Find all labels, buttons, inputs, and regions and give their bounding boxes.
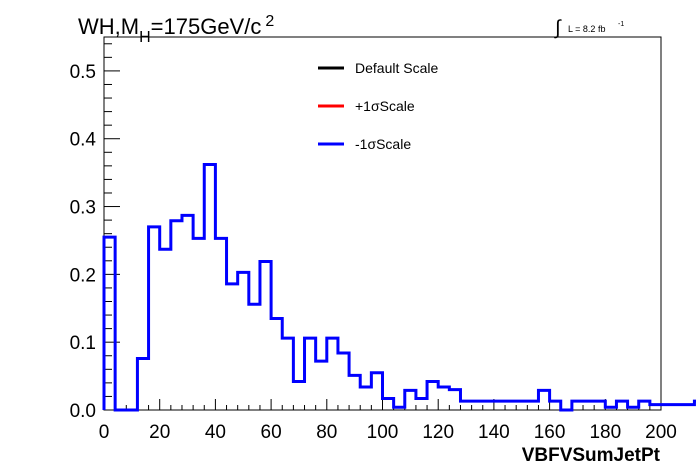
plot-frame: [103, 36, 662, 411]
chart-title: WH,MH=175GeV/c 2: [78, 13, 274, 46]
legend: Default Scale +1σScale -1σScale: [318, 60, 438, 152]
luminosity-text: L = 8.2 fb: [568, 24, 605, 34]
x-tick-label: 20: [149, 422, 170, 443]
title-superscript: 2: [265, 13, 274, 30]
y-tick-label: 0.4: [70, 130, 97, 151]
integral-sign: ∫: [554, 17, 562, 39]
x-tick-label: 80: [316, 422, 337, 443]
legend-label: Default Scale: [355, 60, 438, 76]
title-rest: =175GeV/c: [151, 14, 262, 39]
y-tick-label: 0.1: [70, 333, 96, 354]
luminosity-superscript: -1: [618, 21, 624, 28]
x-tick-label: 200: [645, 422, 677, 443]
histogram-series-line: [102, 162, 696, 412]
title-main: WH,M: [78, 14, 139, 39]
x-tick-label: 120: [422, 422, 454, 443]
y-tick-label: 0.3: [70, 198, 96, 219]
luminosity-label: ∫ L = 8.2 fb -1: [554, 17, 624, 39]
x-tick-label: 140: [478, 422, 510, 443]
x-tick-label: 0: [99, 422, 110, 443]
y-tick-label: 0.2: [70, 265, 96, 286]
series-group: [102, 162, 696, 412]
x-tick-label: 160: [534, 422, 566, 443]
legend-label: -1σScale: [355, 136, 411, 152]
x-tick-label: 180: [589, 422, 621, 443]
y-tick-label: 0.5: [70, 62, 96, 83]
axes: 0 20 40 60 80 100 120 140 160 180 200 0.0 0.1 0.2 0.3 0…: [70, 43, 677, 443]
x-tick-label: 40: [205, 422, 226, 443]
x-axis-label: VBFVSumJetPt: [522, 445, 661, 466]
x-tick-label: 100: [367, 422, 399, 443]
legend-label: +1σScale: [355, 98, 415, 114]
y-tick-label: 0.0: [70, 401, 96, 422]
x-tick-label: 60: [261, 422, 282, 443]
